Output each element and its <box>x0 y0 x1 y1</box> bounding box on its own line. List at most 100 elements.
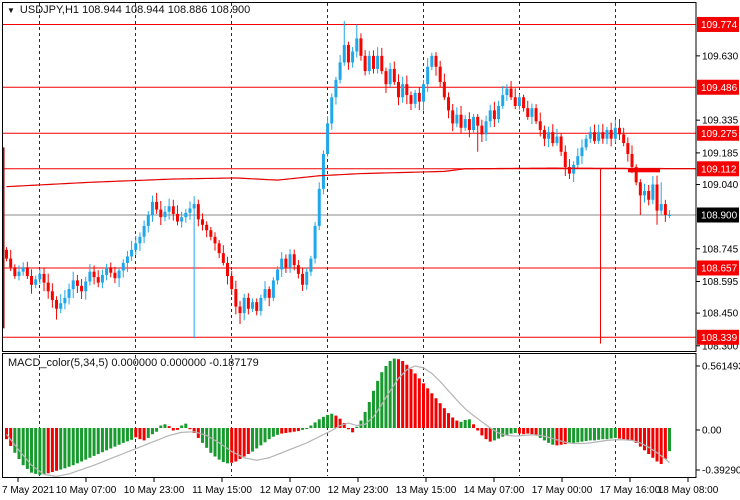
macd-bar <box>21 428 25 466</box>
macd-bar <box>30 428 34 473</box>
candle <box>472 116 476 130</box>
candle <box>388 68 392 85</box>
macd-bar <box>580 428 584 442</box>
macd-bar <box>230 428 234 463</box>
macd-bar <box>246 428 250 455</box>
quote-text: USDJPY,H1 108.944 108.944 108.886 108.90… <box>19 4 251 16</box>
macd-bar <box>330 413 334 428</box>
macd-bar <box>371 390 375 428</box>
candle <box>346 44 350 63</box>
candle <box>109 267 113 273</box>
macd-bar <box>200 428 204 443</box>
macd-bar <box>34 428 38 474</box>
candle <box>292 254 296 266</box>
macd-bar <box>559 428 563 445</box>
candle <box>434 55 438 67</box>
macd-bar <box>305 428 309 429</box>
candle <box>9 258 13 268</box>
candle <box>655 184 659 211</box>
macd-bar <box>405 364 409 428</box>
macd-bar <box>342 423 346 428</box>
macd-bar <box>505 428 509 435</box>
candle <box>651 184 655 200</box>
price-badge-label: 109.112 <box>701 164 737 175</box>
macd-bar <box>130 428 134 440</box>
clipped-candle <box>2 147 5 329</box>
macd-bar <box>55 428 59 471</box>
candle <box>396 82 400 98</box>
candle <box>530 108 534 117</box>
macd-bar <box>643 428 647 451</box>
candle <box>200 219 204 225</box>
macd-bar <box>217 428 221 460</box>
macd-bar <box>413 373 417 428</box>
candle <box>213 236 217 244</box>
macd-bar <box>584 428 588 442</box>
macd-bar <box>271 428 275 437</box>
candle <box>551 132 555 144</box>
price-tick-label: 109.040 <box>702 180 739 191</box>
candle <box>542 129 546 139</box>
candle <box>501 95 505 106</box>
candle <box>280 258 284 270</box>
candle <box>563 151 567 168</box>
candle <box>30 276 34 285</box>
macd-bar <box>438 403 442 428</box>
macd-bar <box>9 428 13 446</box>
candle <box>25 267 29 277</box>
macd-bar <box>488 428 492 442</box>
candle <box>38 273 42 280</box>
macd-bar <box>567 428 571 444</box>
macd-bar <box>455 420 459 428</box>
macd-bar <box>38 428 42 476</box>
price-tick-label: 108.450 <box>702 309 739 320</box>
macd-bar <box>71 428 75 466</box>
candle <box>192 204 196 209</box>
macd-bar <box>242 428 246 457</box>
macd-scale-label: 0.561493 <box>702 362 740 373</box>
candle <box>409 95 413 104</box>
candle <box>380 55 384 72</box>
macd-bar <box>142 428 146 441</box>
macd-bar <box>171 428 175 431</box>
time-tick-label: 17 May 16:00 <box>600 485 661 496</box>
time-tick-label: 10 May 07:00 <box>56 485 117 496</box>
macd-bar <box>226 428 230 464</box>
macd-bar <box>288 428 292 433</box>
candle <box>251 302 255 309</box>
macd-bar <box>13 428 17 453</box>
candle <box>138 236 142 244</box>
macd-bar <box>50 428 54 473</box>
candle <box>668 215 672 216</box>
candle <box>422 84 425 102</box>
macd-bar <box>121 428 125 443</box>
macd-bar <box>326 414 330 428</box>
candle <box>392 68 396 83</box>
candle <box>338 62 342 80</box>
macd-bar <box>355 426 359 428</box>
candle <box>630 153 634 168</box>
candle <box>509 88 513 98</box>
macd-bar <box>630 428 634 441</box>
candle <box>301 273 305 285</box>
candle <box>100 274 104 283</box>
macd-bar <box>647 428 651 455</box>
candle <box>613 127 617 139</box>
macd-bar <box>588 428 592 441</box>
quote-dropdown-icon[interactable]: ▼ <box>7 5 15 15</box>
macd-bar <box>363 411 367 428</box>
candle <box>113 272 117 279</box>
time-tick-label: 14 May 07:00 <box>464 485 525 496</box>
macd-bar <box>538 428 542 438</box>
candle <box>196 204 200 220</box>
macd-bar <box>576 428 580 443</box>
price-badge <box>697 329 739 345</box>
candle <box>50 291 54 301</box>
macd-bar <box>155 428 159 432</box>
price-badge <box>697 260 739 276</box>
candle <box>163 211 167 218</box>
candle <box>572 164 576 174</box>
candle <box>492 110 496 120</box>
candle <box>622 134 626 144</box>
